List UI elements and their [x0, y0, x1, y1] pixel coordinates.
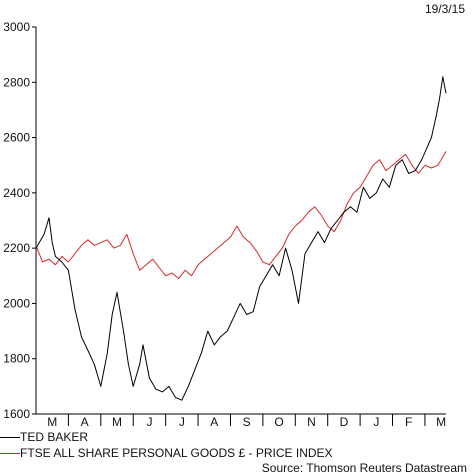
- x-tick-label: S: [243, 415, 251, 429]
- y-tick-label: 2600: [3, 131, 30, 145]
- x-tick-label: N: [307, 415, 316, 429]
- y-tick-label: 2000: [3, 296, 30, 310]
- legend-swatch-ftse: [0, 452, 20, 454]
- y-tick-label: 3000: [3, 20, 30, 34]
- x-tick-label: M: [47, 415, 57, 429]
- legend-label-ftse: FTSE ALL SHARE PERSONAL GOODS £ - PRICE …: [20, 446, 333, 460]
- y-axis: 1600 1800 2000 2200 2400 2600 2800 3000: [3, 20, 37, 421]
- y-tick-label: 1800: [3, 352, 30, 366]
- legend-swatch-ted-baker: [0, 436, 20, 438]
- x-tick-label: D: [340, 415, 349, 429]
- x-tick-label: J: [146, 415, 152, 429]
- series-line-0: [35, 76, 447, 401]
- x-tick-label: M: [112, 415, 122, 429]
- y-tick-label: 1600: [3, 407, 30, 421]
- legend-item-ted-baker: TED BAKER: [0, 430, 88, 444]
- x-tick-label: A: [210, 415, 218, 429]
- y-tick-label: 2400: [3, 186, 30, 200]
- legend-item-ftse: FTSE ALL SHARE PERSONAL GOODS £ - PRICE …: [0, 446, 333, 460]
- legend-label-ted-baker: TED BAKER: [20, 430, 89, 444]
- x-tick-label: M: [436, 415, 446, 429]
- y-tick-label: 2800: [3, 75, 30, 89]
- source-note: Source: Thomson Reuters Datastream: [261, 461, 467, 475]
- x-tick-label: A: [81, 415, 89, 429]
- series-line-1: [35, 151, 447, 280]
- series-layer: [35, 76, 447, 401]
- date-label: 19/3/15: [425, 2, 465, 16]
- y-tick-label: 2200: [3, 241, 30, 255]
- x-tick-label: J: [373, 415, 379, 429]
- x-tick-label: F: [405, 415, 412, 429]
- x-tick-label: O: [274, 415, 283, 429]
- x-tick-label: J: [179, 415, 185, 429]
